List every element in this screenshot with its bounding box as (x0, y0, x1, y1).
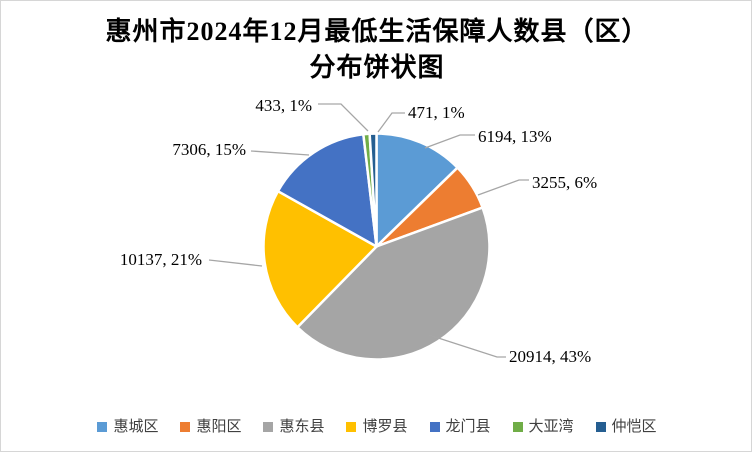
legend-swatch-icon (263, 422, 274, 432)
legend-label: 大亚湾 (528, 419, 574, 435)
chart-title-line1: 惠州市2024年12月最低生活保障人数县（区） (105, 17, 649, 46)
leader-line-惠阳区 (477, 179, 529, 196)
pie-slice-龙门县 (276, 133, 378, 248)
pie-slice-惠东县 (296, 206, 491, 361)
legend-label: 仲恺区 (611, 419, 657, 435)
legend-label: 惠阳区 (196, 419, 242, 435)
leader-line-大亚湾 (318, 103, 369, 132)
legend-label: 惠东县 (279, 419, 325, 435)
leader-line-博罗县 (208, 259, 263, 267)
legend-swatch-icon (97, 422, 108, 432)
data-label-惠东县: 20914, 43% (509, 347, 592, 366)
leader-line-龙门县 (250, 150, 310, 156)
legend-label: 博罗县 (362, 419, 408, 435)
legend-item-博罗县: 博罗县 (346, 419, 408, 435)
pie-slice-惠城区 (375, 132, 459, 248)
data-label-惠城区: 6194, 13% (478, 127, 552, 146)
legend-item-大亚湾: 大亚湾 (512, 419, 574, 435)
legend-swatch-icon (346, 422, 357, 432)
legend-label: 龙门县 (445, 419, 491, 435)
pie-slices (262, 132, 491, 361)
legend-label: 惠城区 (113, 419, 159, 435)
legend-item-惠东县: 惠东县 (263, 419, 324, 435)
leader-line-惠城区 (424, 134, 475, 149)
pie-slice-仲恺区 (368, 132, 378, 248)
legend-item-仲恺区: 仲恺区 (595, 419, 657, 435)
legend-item-惠阳区: 惠阳区 (180, 419, 241, 435)
data-label-龙门县: 7306, 15% (172, 140, 246, 159)
legend-item-惠城区: 惠城区 (97, 419, 158, 435)
leader-line-仲恺区 (377, 112, 405, 133)
legend-swatch-icon (180, 422, 191, 432)
data-label-大亚湾: 433, 1% (255, 96, 312, 115)
data-label-仲恺区: 471, 1% (408, 103, 465, 122)
legend-item-龙门县: 龙门县 (429, 419, 491, 435)
legend-swatch-icon (429, 422, 440, 432)
legend-swatch-icon (595, 422, 606, 432)
data-label-博罗县: 10137, 21% (119, 250, 202, 269)
leader-lines (208, 103, 529, 358)
data-label-惠阳区: 3255, 6% (532, 173, 598, 192)
pie-slice-博罗县 (262, 189, 378, 329)
chart-title: 惠州市2024年12月最低生活保障人数县（区） 分布饼状图 (1, 14, 751, 86)
leader-line-惠东县 (428, 334, 506, 358)
chart-legend: 惠城区 惠阳区 惠东县 博罗县 龙门县 大亚湾 仲恺区 (1, 419, 751, 435)
legend-swatch-icon (512, 422, 523, 432)
chart-title-line2: 分布饼状图 (309, 53, 445, 82)
